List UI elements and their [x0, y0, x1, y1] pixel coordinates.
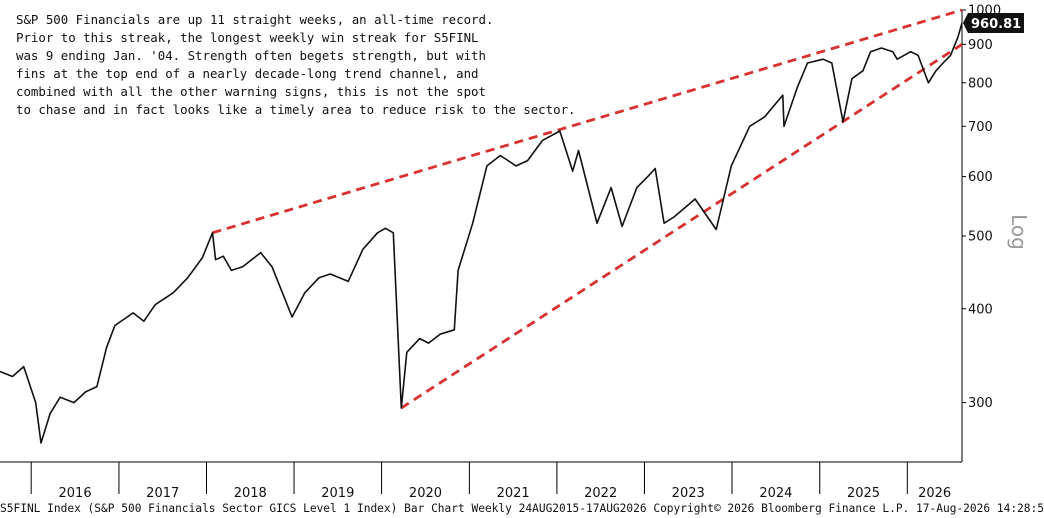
y-tick-label: 500	[968, 230, 993, 245]
last-value-badge	[963, 12, 1024, 33]
trendline	[400, 43, 963, 410]
last-value-text: 960.81	[971, 17, 1021, 32]
y-tick-label: 400	[968, 302, 993, 317]
annotation-line: fins at the top end of a nearly decade-l…	[16, 66, 479, 81]
y-tick-label: 700	[968, 120, 993, 135]
trendline	[212, 8, 963, 235]
x-tick-label: 2020	[409, 486, 442, 501]
x-tick-label: 2026	[918, 486, 951, 501]
y-tick-label: 300	[968, 396, 993, 411]
log-scale-label: Log	[1007, 214, 1031, 250]
x-tick-label: 2019	[321, 486, 354, 501]
y-tick-label: 800	[968, 76, 993, 91]
price-series	[0, 22, 963, 444]
x-tick-label: 2017	[146, 486, 179, 501]
annotation-text: S&P 500 Financials are up 11 straight we…	[16, 11, 576, 119]
annotation-line: S&P 500 Financials are up 11 straight we…	[16, 12, 494, 27]
x-tick-label: 2025	[847, 486, 880, 501]
x-tick-label: 2024	[759, 486, 792, 501]
x-tick-label: 2016	[59, 486, 92, 501]
trendlines	[212, 8, 963, 410]
x-axis-ticks: 2016 2017 2018 2019 2020 2021 2022 2023 2024 2025…	[30, 462, 951, 501]
x-tick-label: 2023	[672, 486, 705, 501]
annotation-line: Prior to this streak, the longest weekly…	[16, 30, 479, 45]
annotation-line: to chase and in fact looks like a timely…	[16, 102, 576, 117]
x-tick-label: 2018	[234, 486, 267, 501]
annotation-line: was 9 ending Jan. '04. Strength often be…	[16, 48, 486, 63]
chart-footer: S5FINL Index (S&P 500 Financials Sector …	[0, 502, 1044, 515]
x-tick-label: 2021	[497, 486, 530, 501]
x-tick-label: 2022	[584, 486, 617, 501]
price-line	[0, 22, 963, 444]
last-value-label: 960.81	[963, 12, 1024, 33]
annotation-line: combined with all the other warning sign…	[16, 84, 486, 99]
y-tick-label: 900	[968, 38, 993, 53]
y-tick-label: 600	[968, 170, 993, 185]
